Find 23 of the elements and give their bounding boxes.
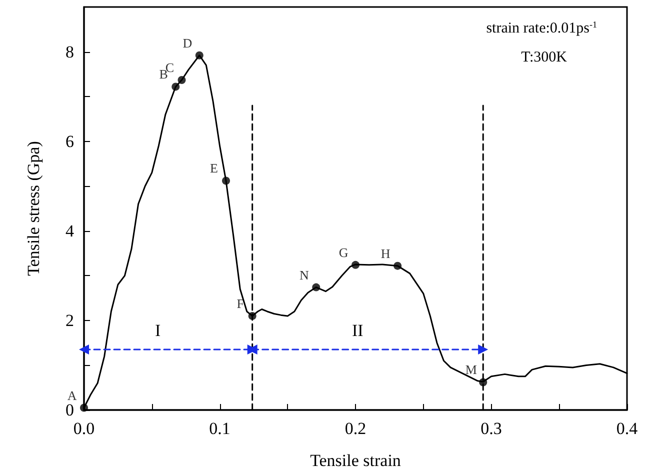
annotation: D bbox=[182, 35, 192, 50]
x-tick-label: 0.3 bbox=[480, 419, 502, 438]
y-tick-label: 4 bbox=[66, 221, 74, 240]
annotation: H bbox=[380, 246, 390, 261]
annotation: I bbox=[155, 321, 161, 340]
y-tick-label: 8 bbox=[66, 42, 74, 62]
x-axis-title: Tensile strain bbox=[310, 451, 402, 470]
x-tick-label: 0.0 bbox=[73, 419, 95, 438]
annotation: G bbox=[338, 244, 348, 260]
annotation: II bbox=[352, 321, 364, 340]
y-tick-label: 6 bbox=[66, 132, 74, 151]
x-tick-label: 0.2 bbox=[344, 419, 366, 438]
x-tick-label: 0.1 bbox=[209, 419, 230, 438]
y-tick-label: 2 bbox=[66, 310, 74, 330]
annotation: M bbox=[465, 362, 478, 378]
annotation: F bbox=[236, 296, 244, 311]
annotation: N bbox=[299, 267, 310, 282]
y-axis-title: Tensile stress (Gpa) bbox=[24, 141, 43, 276]
annotation: E bbox=[210, 160, 218, 176]
x-tick-label: 0.4 bbox=[616, 419, 638, 438]
annotation: A bbox=[67, 388, 78, 403]
y-tick-label: 0 bbox=[66, 400, 74, 420]
annotation: T:300K bbox=[521, 50, 568, 66]
